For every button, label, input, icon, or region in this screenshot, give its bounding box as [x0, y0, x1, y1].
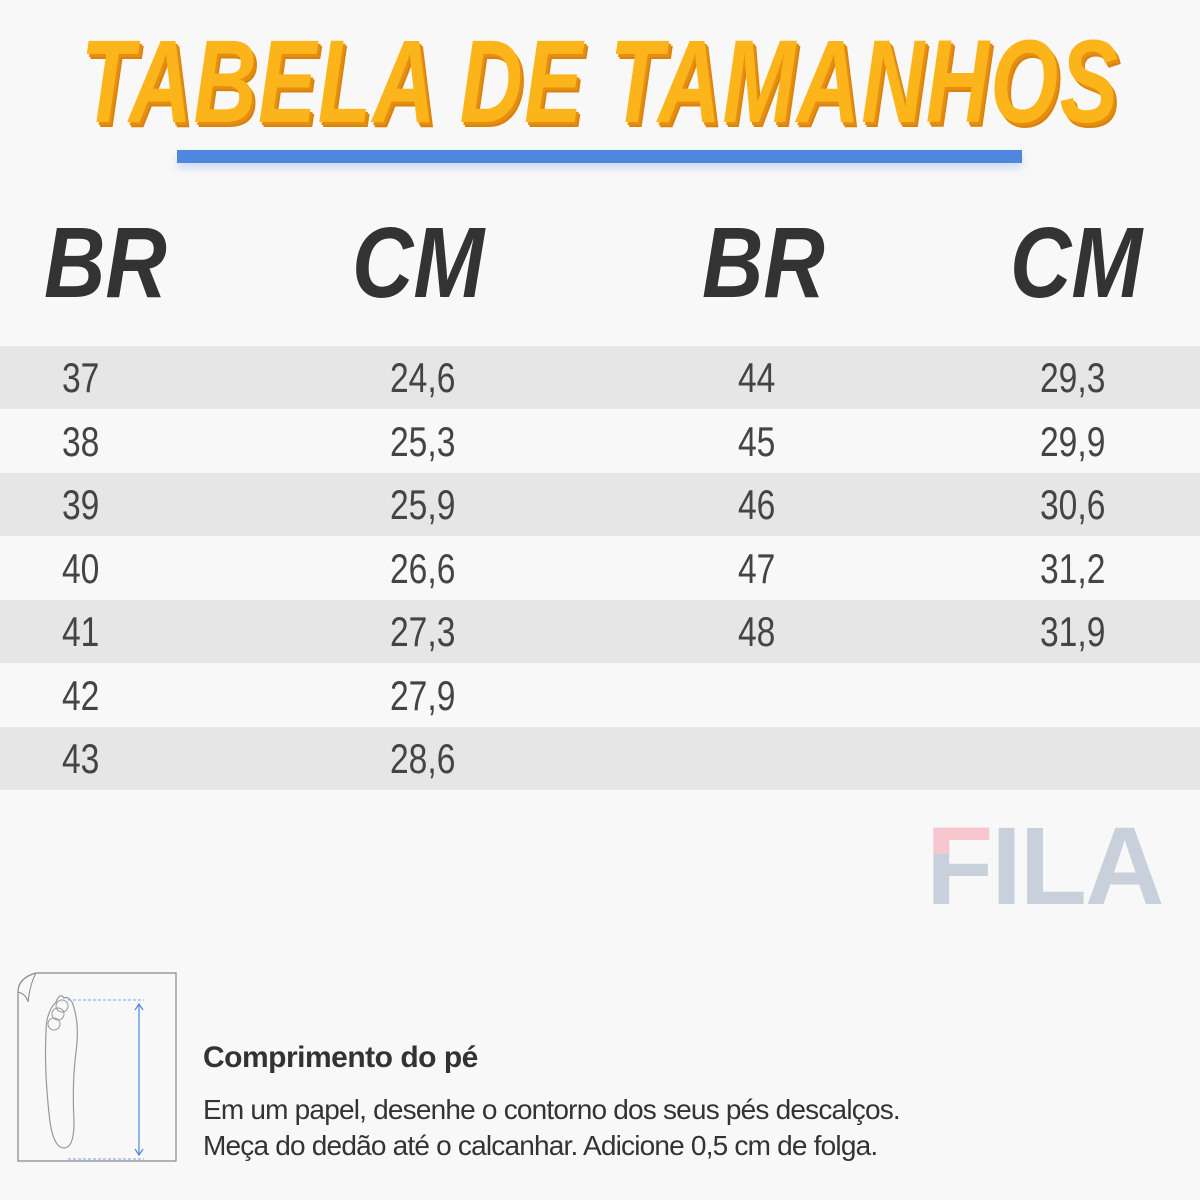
header-br-1: BR [44, 207, 167, 319]
cell-cm1: 27,3 [390, 608, 456, 655]
cell-br2: 44 [738, 354, 776, 401]
cell-cm1: 27,9 [390, 671, 456, 719]
cell-cm1: 25,9 [390, 481, 456, 528]
info-line-1: Em um papel, desenhe o contorno dos seus… [203, 1094, 901, 1125]
header-cm-1: CM [352, 207, 485, 319]
cell-cm1: 25,3 [390, 417, 456, 465]
page-title: TABELA DE TAMANHOS [80, 16, 1120, 148]
fila-logo: FILA [926, 805, 1163, 928]
cell-br1: 38 [62, 417, 100, 465]
cell-cm2: 29,9 [1040, 417, 1106, 465]
table-row: 40 26,6 47 31,2 [0, 537, 1200, 600]
table-row: 41 27,3 48 31,9 [0, 600, 1200, 663]
cell-br1: 42 [62, 671, 100, 719]
info-line-2: Meça do dedão até o calcanhar. Adicione … [203, 1130, 878, 1161]
info-title: Comprimento do pé [203, 1041, 478, 1074]
cell-br2: 45 [738, 417, 776, 465]
cell-cm1: 28,6 [390, 735, 456, 782]
cell-br2: 48 [738, 608, 776, 655]
cell-cm2: 29,3 [1040, 354, 1106, 401]
cell-br2: 46 [738, 481, 776, 528]
title-underline [177, 150, 1022, 163]
cell-cm2: 31,2 [1040, 544, 1106, 592]
cell-cm2: 31,9 [1040, 608, 1106, 655]
cell-br1: 40 [62, 544, 100, 592]
cell-br1: 39 [62, 481, 100, 528]
header-br-2: BR [702, 207, 825, 319]
table-row: 38 25,3 45 29,9 [0, 410, 1200, 473]
table-row: 39 25,9 46 30,6 [0, 473, 1200, 536]
header-cm-2: CM [1010, 207, 1143, 319]
cell-br1: 37 [62, 354, 100, 401]
cell-br2: 47 [738, 544, 776, 592]
cell-cm1: 24,6 [390, 354, 456, 401]
cell-br1: 43 [62, 735, 100, 782]
cell-cm2: 30,6 [1040, 481, 1106, 528]
foot-measure-icon [17, 972, 177, 1162]
table-row: 42 27,9 [0, 664, 1200, 727]
cell-cm1: 26,6 [390, 544, 456, 592]
table-row: 43 28,6 [0, 727, 1200, 790]
table-row: 37 24,6 44 29,3 [0, 346, 1200, 409]
cell-br1: 41 [62, 608, 100, 655]
